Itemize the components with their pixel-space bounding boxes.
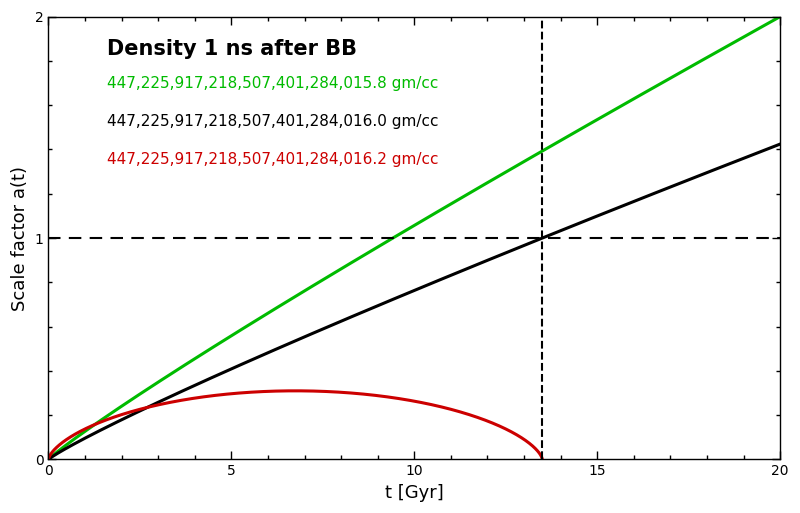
Text: 447,225,917,218,507,401,284,015.8 gm/cc: 447,225,917,218,507,401,284,015.8 gm/cc — [107, 76, 438, 91]
Text: Density 1 ns after BB: Density 1 ns after BB — [107, 39, 357, 59]
Text: 447,225,917,218,507,401,284,016.2 gm/cc: 447,225,917,218,507,401,284,016.2 gm/cc — [107, 152, 438, 167]
X-axis label: t [Gyr]: t [Gyr] — [385, 484, 444, 502]
Y-axis label: Scale factor a(t): Scale factor a(t) — [11, 166, 29, 310]
Text: 447,225,917,218,507,401,284,016.0 gm/cc: 447,225,917,218,507,401,284,016.0 gm/cc — [107, 114, 438, 129]
